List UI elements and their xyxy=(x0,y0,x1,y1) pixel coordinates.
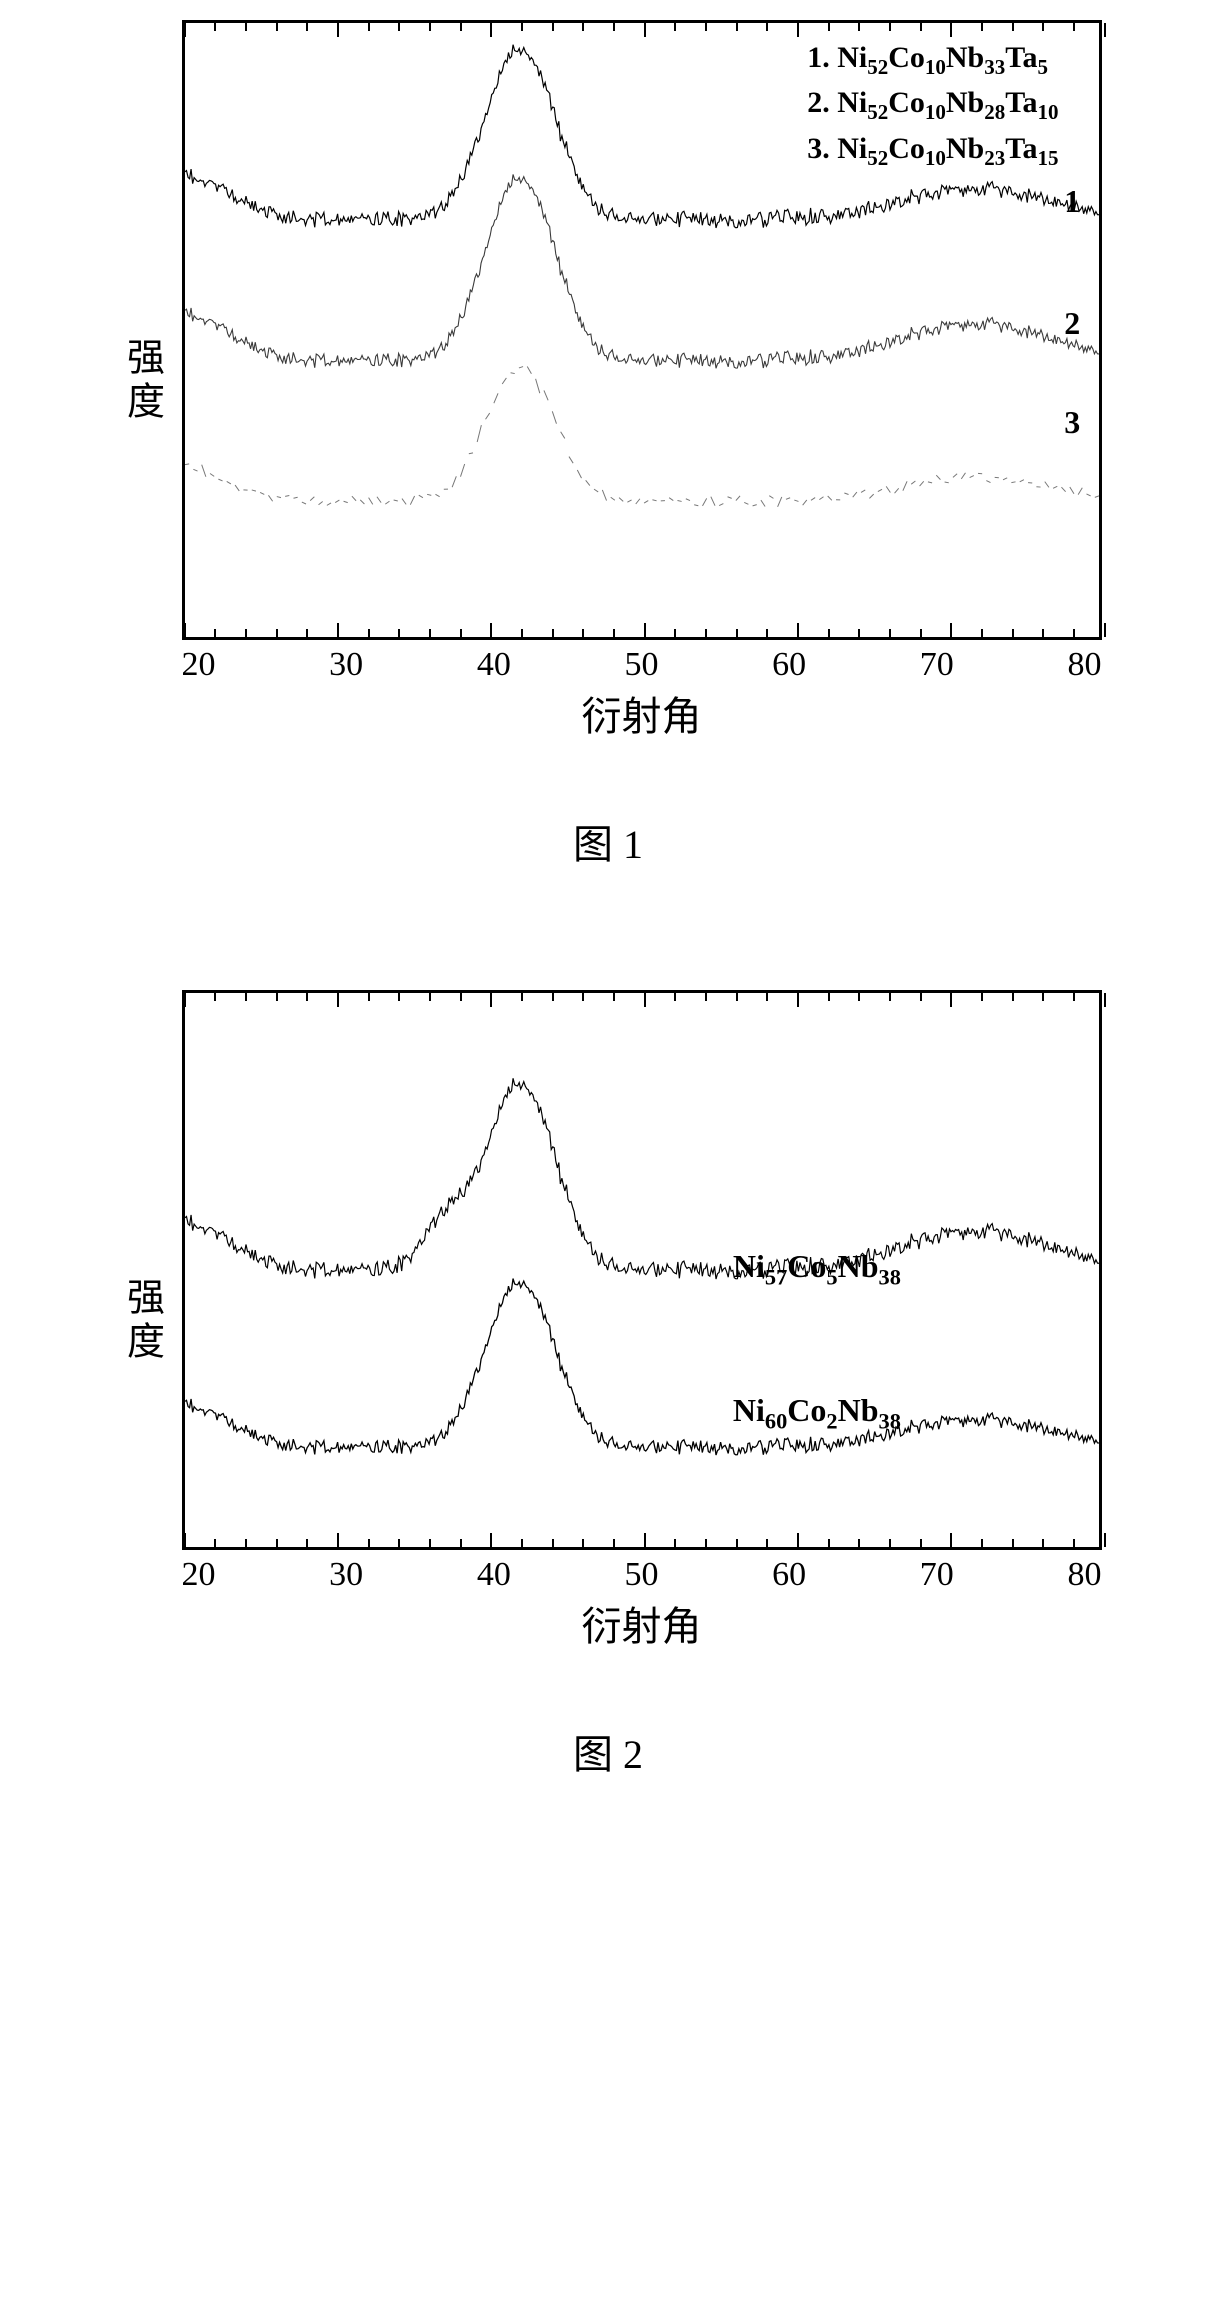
xtick-label: 40 xyxy=(477,1556,511,1594)
legend-item: 2. Ni52Co10Nb28Ta10 xyxy=(807,82,1058,127)
chart-1-plot-area: 1. Ni52Co10Nb33Ta52. Ni52Co10Nb28Ta103. … xyxy=(182,20,1102,640)
chart-2-svg xyxy=(185,993,1099,1547)
chart-1-legend: 1. Ni52Co10Nb33Ta52. Ni52Co10Nb28Ta103. … xyxy=(807,37,1058,173)
xtick-label: 60 xyxy=(772,1556,806,1594)
chart-1-ylabel: 强度 xyxy=(115,337,170,425)
xtick-label: 20 xyxy=(182,1556,216,1594)
chart-2-wrapper: 强度 Ni57Co5Nb38 Ni60Co2Nb38 20 30 40 50 60 70 80… xyxy=(115,990,1102,1652)
chart-2-xlabel: 衍射角 xyxy=(582,1604,702,1649)
xtick-label: 80 xyxy=(1067,646,1101,684)
series-path xyxy=(185,174,1099,368)
figure-2-caption: 图 2 xyxy=(573,1722,643,1780)
xtick-label: 50 xyxy=(624,1556,658,1594)
chart-1-and-axis: 1. Ni52Co10Nb33Ta52. Ni52Co10Nb28Ta103. … xyxy=(182,20,1102,742)
series-tag: 1 xyxy=(1064,183,1080,220)
xtick-label: 70 xyxy=(920,646,954,684)
xtick-label: 20 xyxy=(182,646,216,684)
series-inline-label: Ni60Co2Nb38 xyxy=(733,1392,901,1434)
chart-1-xtick-labels: 20 30 40 50 60 70 80 xyxy=(182,640,1102,684)
chart-2-and-axis: Ni57Co5Nb38 Ni60Co2Nb38 20 30 40 50 60 70 80 衍射… xyxy=(182,990,1102,1652)
xtick-label: 50 xyxy=(624,646,658,684)
series-path xyxy=(185,1279,1099,1455)
figure-1: 强度 1. Ni52Co10Nb33Ta52. Ni52Co10Nb28Ta10… xyxy=(60,20,1156,870)
series-tag: 2 xyxy=(1064,305,1080,342)
series-path xyxy=(185,367,1099,507)
series-path xyxy=(185,1078,1099,1279)
xtick-label: 30 xyxy=(329,1556,363,1594)
series-inline-label: Ni57Co5Nb38 xyxy=(733,1248,901,1290)
chart-1-xlabel: 衍射角 xyxy=(582,694,702,739)
xtick-label: 70 xyxy=(920,1556,954,1594)
legend-item: 1. Ni52Co10Nb33Ta5 xyxy=(807,37,1058,82)
figure-1-caption: 图 1 xyxy=(573,812,643,870)
xtick-label: 40 xyxy=(477,646,511,684)
xtick-label: 60 xyxy=(772,646,806,684)
chart-2-xtick-labels: 20 30 40 50 60 70 80 xyxy=(182,1550,1102,1594)
chart-1-wrapper: 强度 1. Ni52Co10Nb33Ta52. Ni52Co10Nb28Ta10… xyxy=(115,20,1102,742)
series-tag: 3 xyxy=(1064,404,1080,441)
legend-item: 3. Ni52Co10Nb23Ta15 xyxy=(807,128,1058,173)
xtick-label: 80 xyxy=(1067,1556,1101,1594)
figure-2: 强度 Ni57Co5Nb38 Ni60Co2Nb38 20 30 40 50 60 70 80… xyxy=(60,990,1156,1780)
chart-2-ylabel: 强度 xyxy=(115,1277,170,1365)
xtick-label: 30 xyxy=(329,646,363,684)
chart-2-plot-area: Ni57Co5Nb38 Ni60Co2Nb38 xyxy=(182,990,1102,1550)
